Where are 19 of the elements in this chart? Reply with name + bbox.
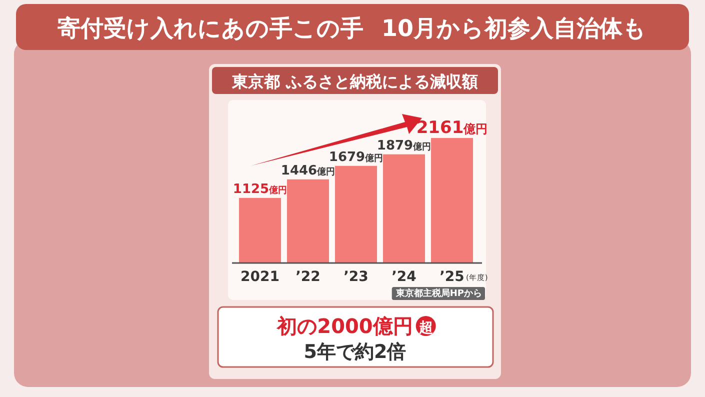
text: 初の2000億円超 (276, 314, 433, 338)
data-label: 1125億円 (232, 182, 288, 197)
bar (335, 166, 377, 263)
y-axis-title: 東京都 ふるさと納税による減収額 (231, 72, 478, 91)
bar (383, 154, 425, 263)
x-tick-label: ’22 (296, 269, 320, 285)
x-tick-label: ’24 (392, 269, 417, 285)
chart-subtitle: 10月から初参入自治体も (381, 15, 647, 42)
data-label: 2161億円 (416, 118, 488, 138)
text: 東京都主税局HPから (394, 288, 482, 299)
x-tick-label: 2021 (240, 269, 280, 285)
data-label: 1446億円 (280, 163, 336, 178)
x-tick-label: ’25 (440, 269, 464, 285)
x-tick-label: ’23 (344, 269, 368, 285)
text: 5年で約2倍 (304, 341, 406, 363)
bar (287, 179, 329, 263)
chart-title: 寄付受け入れにあの手この手 (57, 15, 364, 42)
bar (431, 138, 473, 263)
bar (239, 198, 281, 263)
